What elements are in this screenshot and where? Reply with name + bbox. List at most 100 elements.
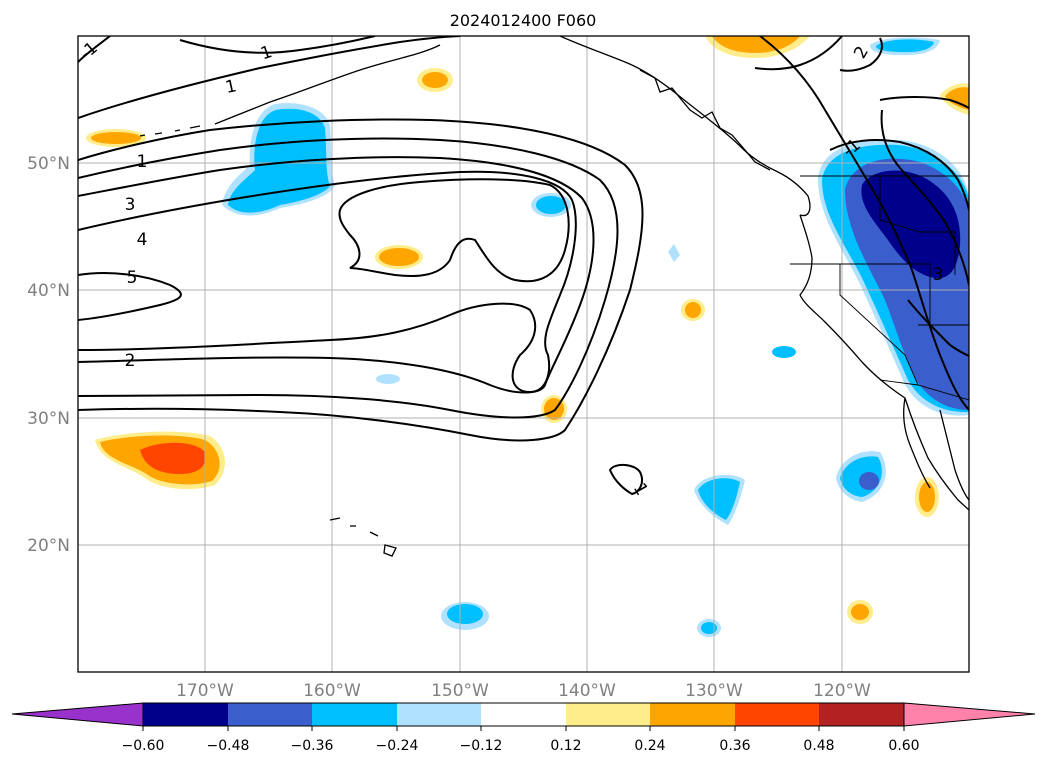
fill-region-east-navy	[861, 170, 961, 279]
colorbar-tick-label: −0.60	[122, 738, 165, 754]
contour-east-7	[839, 37, 883, 72]
fill-patch-7	[376, 374, 400, 384]
lat-label: 30°N	[27, 409, 70, 429]
gridlines	[78, 36, 969, 672]
colorbar: −0.60 −0.48 −0.36 −0.24 −0.12 0.12 0.24 …	[11, 702, 1036, 754]
contour-label: 3	[125, 195, 136, 215]
coast-alaska-south	[559, 36, 811, 217]
fill-pos-8b	[919, 482, 935, 512]
colorbar-bin	[650, 703, 735, 726]
lat-label: 40°N	[27, 281, 70, 301]
contour-inner	[338, 178, 570, 283]
colorbar-bin	[819, 703, 904, 726]
contour-top-left	[78, 36, 111, 63]
contour-label: 1	[137, 152, 148, 172]
colorbar-tick-label: −0.12	[460, 738, 503, 754]
contour-main-5	[78, 272, 182, 321]
lon-labels: 170°W 160°W 150°W 140°W 130°W 120°W	[176, 681, 871, 701]
colorbar-extend-low	[11, 702, 144, 727]
coast-hawaii	[329, 517, 397, 557]
contour-label: 5	[127, 268, 138, 288]
colorbar-bin	[397, 703, 481, 726]
border-us-mexico	[879, 379, 969, 401]
colorbar-bin	[735, 703, 819, 726]
colorbar-frame	[142, 702, 905, 727]
border-states-2	[879, 176, 956, 275]
colorbar-tick-label: −0.24	[376, 738, 419, 754]
contour-main-3	[78, 156, 595, 394]
fill-pos-9b	[851, 604, 869, 620]
contour-label: 3	[933, 265, 944, 285]
fill-pos-5b	[379, 248, 419, 266]
contour-east-1	[759, 36, 969, 411]
lon-label: 130°W	[685, 681, 743, 701]
colorbar-tick-label: 0.12	[550, 738, 581, 754]
coast-us-west	[799, 214, 969, 511]
colorbar-tick-label: 0.24	[634, 738, 665, 754]
fill-patch-9	[668, 244, 680, 262]
lon-label: 140°W	[558, 681, 616, 701]
fill-patch-4b	[447, 604, 483, 624]
fill-pos-2b	[712, 36, 800, 53]
fill-pos-7b	[685, 302, 701, 318]
lat-label: 50°N	[27, 154, 70, 174]
contour-main-2	[78, 137, 619, 419]
coast-baja	[903, 397, 931, 489]
colorbar-extend-high	[903, 702, 1036, 727]
colorbar-tick-label: 0.36	[719, 738, 750, 754]
colorbar-tick-label: 0.60	[888, 738, 919, 754]
contour-small-1	[608, 464, 643, 496]
lon-label: 120°W	[813, 681, 871, 701]
map-frame	[77, 35, 970, 673]
coastlines	[139, 36, 969, 557]
coast-alaska-pen	[214, 44, 441, 125]
lat-labels: 50°N 40°N 30°N 20°N	[27, 154, 70, 556]
colorbar-bin	[228, 703, 312, 726]
fill-patch-6	[772, 346, 796, 358]
fill-patch-5b	[701, 622, 717, 634]
contour-lines	[78, 36, 969, 496]
contour-east-5	[829, 139, 969, 211]
coast-bc-islands	[639, 69, 771, 171]
coast-aleutians	[139, 125, 201, 137]
colorbar-tick-label: 0.48	[803, 738, 834, 754]
border-states-1	[790, 263, 931, 325]
fill-pos-3b	[422, 72, 448, 88]
fill-patch-2b	[698, 478, 740, 520]
lon-label: 170°W	[176, 681, 234, 701]
contour-label: 1	[224, 76, 239, 98]
contour-main-4	[78, 170, 577, 394]
fill-patch-3c	[859, 472, 879, 490]
contour-east-3	[879, 96, 969, 109]
colorbar-bin	[481, 703, 566, 726]
border-states-3	[839, 264, 919, 386]
anomaly-fills	[86, 36, 969, 637]
map-content: 1 2 1 -1 1 3 4 5 2 1 2 -1 3	[78, 36, 969, 672]
fill-pos-4b	[91, 132, 141, 144]
lat-label: 20°N	[27, 536, 70, 556]
map-title: 2024012400 F060	[450, 11, 597, 30]
map-background	[78, 36, 969, 672]
contour-label: 4	[137, 230, 148, 250]
fill-patch-1b	[536, 196, 566, 214]
borders	[790, 175, 969, 401]
colorbar-tick-labels: −0.60 −0.48 −0.36 −0.24 −0.12 0.12 0.24 …	[122, 738, 920, 754]
contour-label: 2	[125, 351, 136, 371]
contour-top-2	[179, 36, 376, 54]
fill-patch-8b	[876, 39, 934, 53]
colorbar-ticks	[142, 726, 905, 731]
contour-main-1	[78, 118, 644, 442]
colorbar-bin	[566, 703, 650, 726]
lon-label: 160°W	[303, 681, 361, 701]
fill-region-nw-blue	[228, 108, 330, 213]
coast-mexico	[939, 409, 969, 501]
colorbar-tick-label: −0.36	[291, 738, 334, 754]
contour-east-2	[754, 36, 843, 71]
colorbar-tick-label: −0.48	[207, 738, 250, 754]
colorbar-bin	[312, 703, 397, 726]
colorbar-bin	[143, 703, 228, 726]
contour-top-1	[78, 36, 461, 119]
contour-east-6	[907, 299, 969, 357]
